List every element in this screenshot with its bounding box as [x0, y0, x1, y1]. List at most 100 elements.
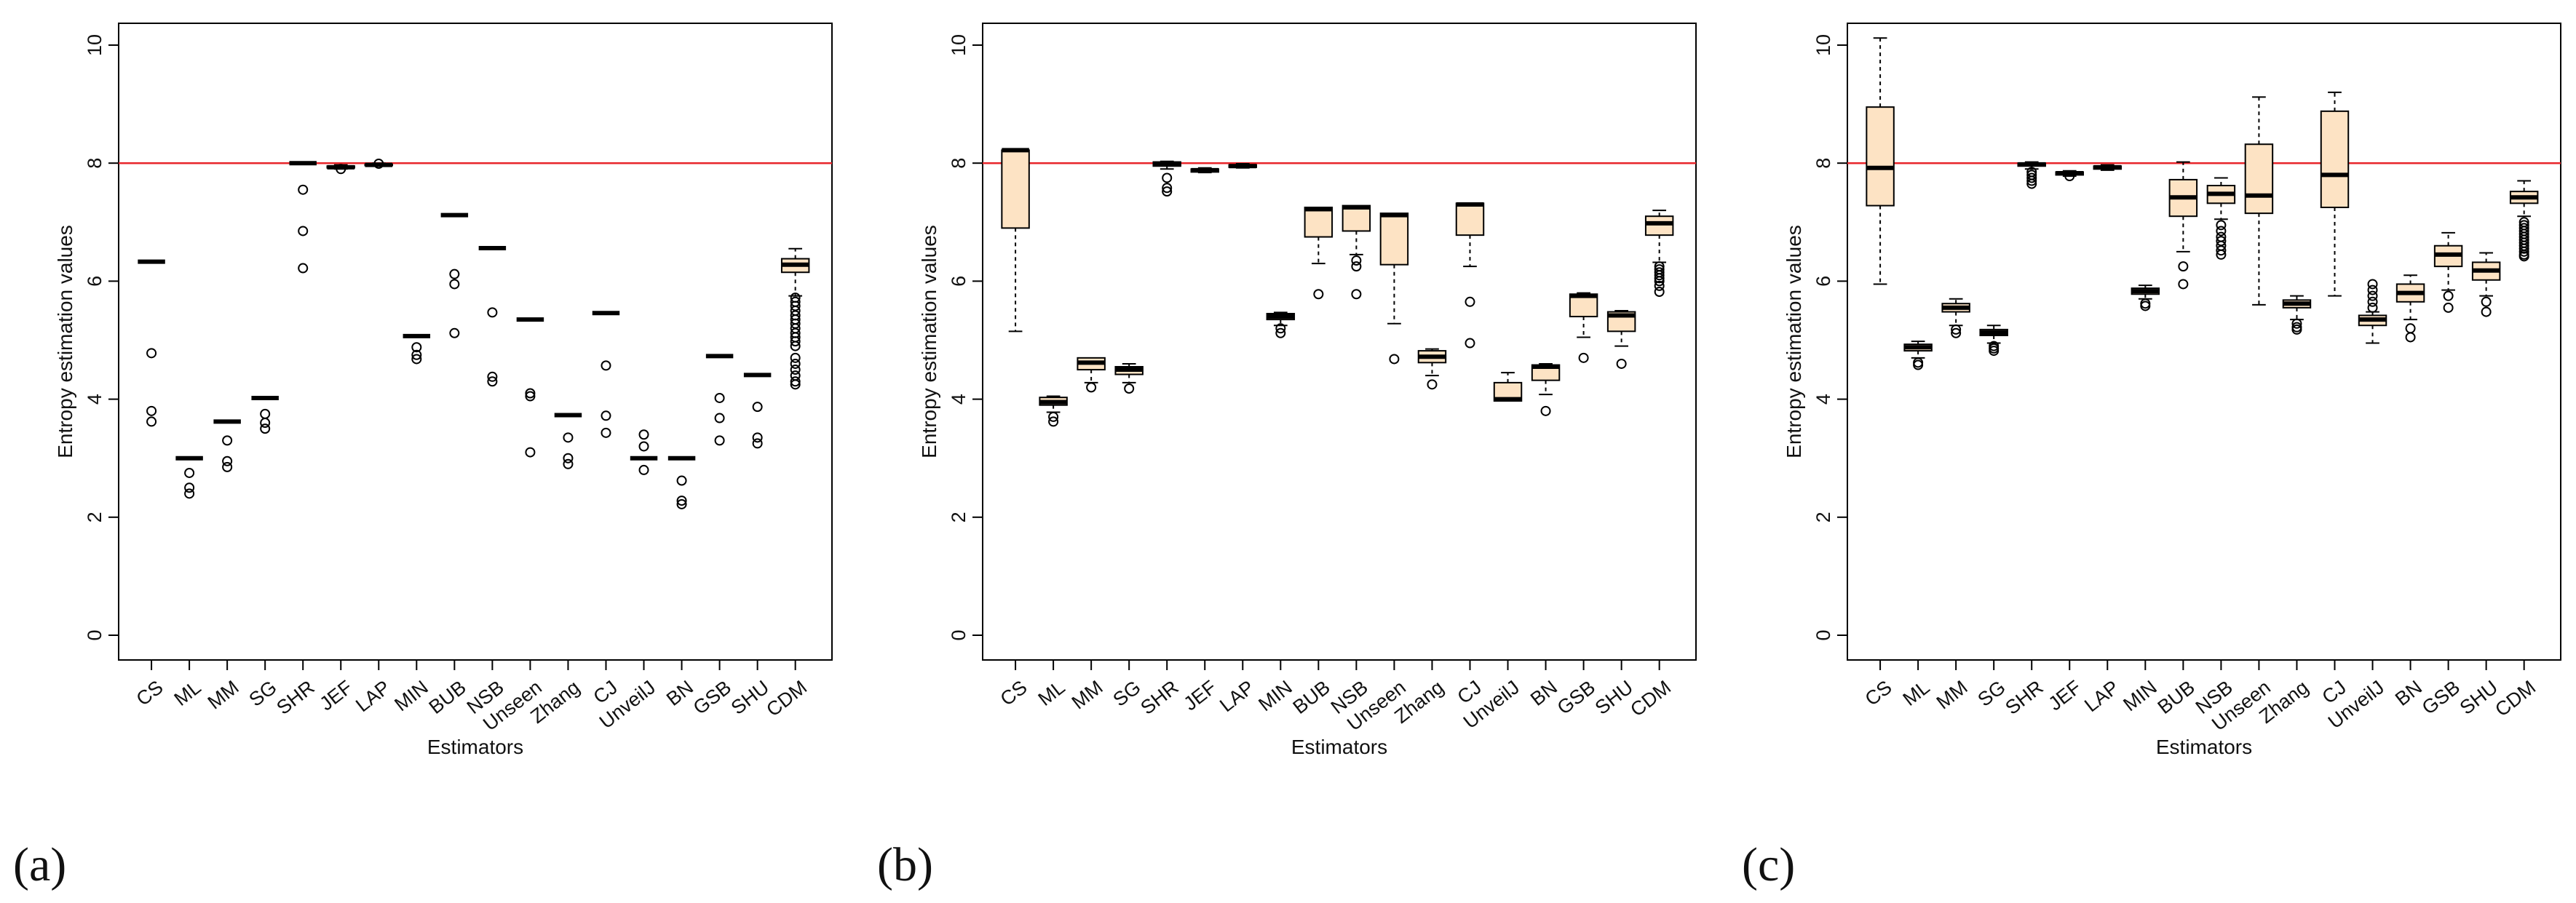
- box-LAP: [2093, 164, 2123, 171]
- y-tick-label: 4: [84, 394, 106, 405]
- outlier-point: [2405, 332, 2416, 343]
- y-tick-label: 6: [948, 276, 970, 287]
- outlier-point: [1162, 183, 1173, 194]
- box-GSB: [2433, 231, 2463, 313]
- box-JEF: [1190, 167, 1219, 174]
- box-JEF: [2055, 170, 2084, 182]
- x-tick-label: LAP: [2080, 676, 2123, 716]
- outlier-point: [2291, 318, 2302, 329]
- outlier-point: [676, 496, 687, 506]
- outlier-point: [1048, 411, 1059, 422]
- box-BUB: [2168, 161, 2198, 290]
- outlier-point: [1654, 286, 1665, 297]
- outlier-point: [1616, 358, 1627, 369]
- x-tick-label: SHR: [272, 676, 318, 719]
- box-SG: [1979, 325, 2008, 357]
- x-tick-label: CDM: [2491, 676, 2540, 721]
- outlier-point: [1578, 352, 1589, 363]
- box-SHU: [743, 373, 772, 449]
- outlier-point: [1951, 324, 1962, 335]
- x-tick-label: MM: [1068, 676, 1107, 713]
- outlier-point: [1351, 289, 1362, 300]
- outlier-point: [638, 464, 649, 475]
- outlier-point: [260, 418, 271, 429]
- y-axis-title: Entropy estimation values: [1783, 225, 1805, 458]
- outlier-point: [2216, 249, 2227, 260]
- box-Unseen: [516, 317, 544, 458]
- outlier-point: [260, 423, 271, 434]
- x-tick-label: LAP: [352, 676, 395, 716]
- x-tick-label: SHR: [1136, 676, 1182, 719]
- x-tick-label: CS: [132, 676, 167, 710]
- plot-frame: [118, 23, 833, 661]
- outlier-point: [1427, 379, 1438, 390]
- box-MIN: [403, 333, 431, 365]
- y-tick-label: 2: [1812, 512, 1834, 522]
- box-BN: [667, 456, 696, 509]
- box-CDM: [1644, 210, 1674, 297]
- outlier-point: [2443, 290, 2454, 301]
- x-tick-label: SHR: [2001, 676, 2047, 719]
- x-tick-label: GSB: [2418, 676, 2464, 719]
- outlier-point: [790, 336, 801, 347]
- outlier-point: [1162, 172, 1173, 183]
- x-tick-label: MM: [204, 676, 243, 713]
- y-tick-label: 2: [84, 512, 106, 522]
- x-tick-label: CS: [1861, 676, 1896, 710]
- box-LAP: [364, 159, 394, 170]
- outlier-point: [601, 410, 611, 421]
- x-tick-label: CDM: [762, 676, 811, 721]
- plot-frame: [1847, 23, 2561, 661]
- y-tick-label: 10: [948, 34, 970, 56]
- box-body: [1455, 202, 1485, 236]
- outlier-point: [146, 348, 157, 359]
- outlier-point: [1540, 405, 1551, 416]
- outlier-point: [2026, 172, 2037, 183]
- box-Unseen: [2244, 96, 2274, 306]
- outlier-point: [752, 402, 763, 413]
- outlier-point: [411, 354, 422, 365]
- outlier-point: [563, 432, 574, 443]
- outlier-point: [2178, 279, 2189, 290]
- box-body: [1644, 215, 1674, 236]
- y-tick-label: 2: [948, 512, 970, 522]
- box-JEF: [326, 164, 355, 175]
- box-SG: [251, 395, 279, 434]
- outlier-point: [2026, 175, 2037, 186]
- box-CS: [138, 259, 165, 427]
- y-axis-title: Entropy estimation values: [918, 225, 940, 458]
- box-MIN: [2131, 285, 2160, 311]
- panel-label: (b): [877, 838, 933, 891]
- box-body: [1304, 207, 1333, 238]
- outlier-point: [1124, 383, 1135, 394]
- y-tick-label: 4: [948, 394, 970, 405]
- x-tick-label: JEF: [1179, 676, 1220, 715]
- outlier-point: [525, 447, 536, 458]
- x-tick-label: SHU: [1591, 676, 1637, 719]
- x-tick-label: ML: [1899, 676, 1934, 710]
- outlier-point: [638, 441, 649, 452]
- outlier-point: [146, 416, 157, 427]
- outlier-point: [449, 279, 460, 290]
- outlier-point: [752, 432, 763, 443]
- outlier-point: [449, 268, 460, 279]
- box-CDM: [780, 247, 810, 390]
- outlier-point: [2367, 302, 2378, 313]
- outlier-point: [1654, 276, 1665, 287]
- y-tick-label: 8: [948, 158, 970, 169]
- y-tick-label: 6: [1812, 276, 1834, 287]
- outlier-point: [2291, 324, 2302, 335]
- x-tick-label: SHU: [2456, 676, 2502, 719]
- outlier-point: [298, 263, 309, 274]
- box-BN: [2395, 274, 2425, 343]
- outlier-point: [336, 164, 346, 175]
- outlier-point: [2367, 296, 2378, 307]
- outlier-point: [298, 226, 309, 236]
- box-ML: [175, 456, 203, 499]
- outlier-point: [373, 159, 384, 170]
- box-Zhang: [554, 413, 582, 469]
- outlier-point: [1275, 327, 1286, 338]
- x-tick-label: JEF: [2044, 676, 2085, 715]
- outlier-point: [1351, 255, 1362, 266]
